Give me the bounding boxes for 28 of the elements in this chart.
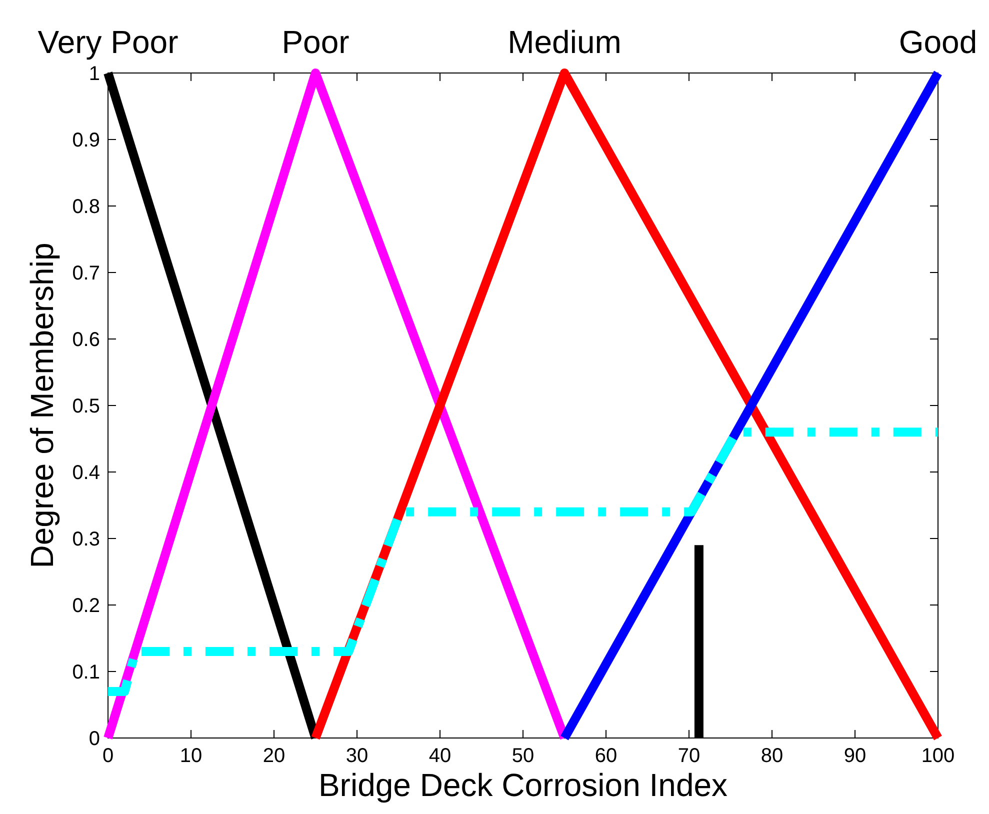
x-tick-label: 50 xyxy=(512,745,534,767)
x-tick-label: 30 xyxy=(346,745,368,767)
y-tick-label: 0.3 xyxy=(72,528,100,550)
x-tick-label: 90 xyxy=(844,745,866,767)
x-tick-label: 70 xyxy=(678,745,700,767)
y-tick-label: 0.2 xyxy=(72,595,100,617)
x-tick-label: 80 xyxy=(760,745,784,767)
series-label: Very Poor xyxy=(38,24,179,60)
y-tick-label: 0.7 xyxy=(72,262,100,284)
series-label: Poor xyxy=(282,24,350,60)
y-axis-title: Degree of Membership xyxy=(24,242,60,568)
y-tick-label: 0.8 xyxy=(72,196,100,218)
x-tick-label: 100 xyxy=(921,745,955,767)
series-label: Good xyxy=(898,24,978,60)
x-tick-label: 0 xyxy=(102,745,114,767)
y-tick-label: 1 xyxy=(88,63,100,85)
series-label: Medium xyxy=(508,24,622,60)
y-tick-label: 0.5 xyxy=(72,396,100,418)
y-tick-label: 0.9 xyxy=(72,130,100,152)
y-tick-label: 0.4 xyxy=(72,462,100,484)
y-tick-label: 0 xyxy=(88,728,100,750)
y-tick-label: 0.6 xyxy=(72,329,100,351)
x-tick-label: 20 xyxy=(262,745,286,767)
x-tick-label: 40 xyxy=(428,745,452,767)
x-tick-label: 60 xyxy=(594,745,618,767)
y-tick-label: 0.1 xyxy=(72,662,100,684)
x-tick-label: 10 xyxy=(180,745,202,767)
x-axis-title: Bridge Deck Corrosion Index xyxy=(318,767,728,803)
